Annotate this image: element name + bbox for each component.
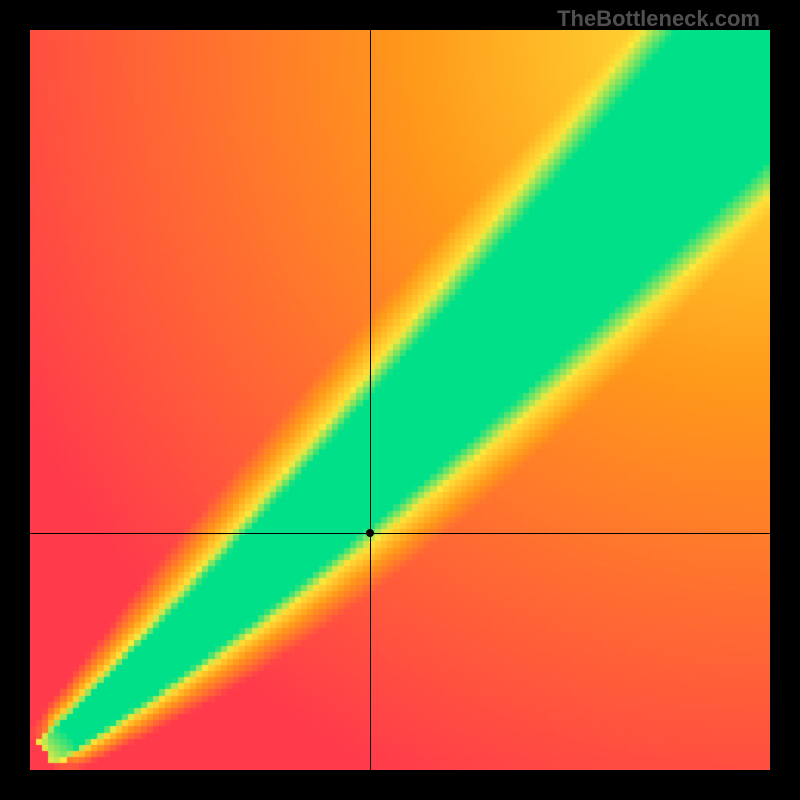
crosshair-vertical-line bbox=[370, 30, 371, 770]
crosshair-horizontal-line bbox=[30, 533, 770, 534]
watermark-text: TheBottleneck.com bbox=[557, 6, 760, 32]
chart-container: { "watermark": { "text": "TheBottleneck.… bbox=[0, 0, 800, 800]
bottleneck-heatmap bbox=[30, 30, 770, 770]
